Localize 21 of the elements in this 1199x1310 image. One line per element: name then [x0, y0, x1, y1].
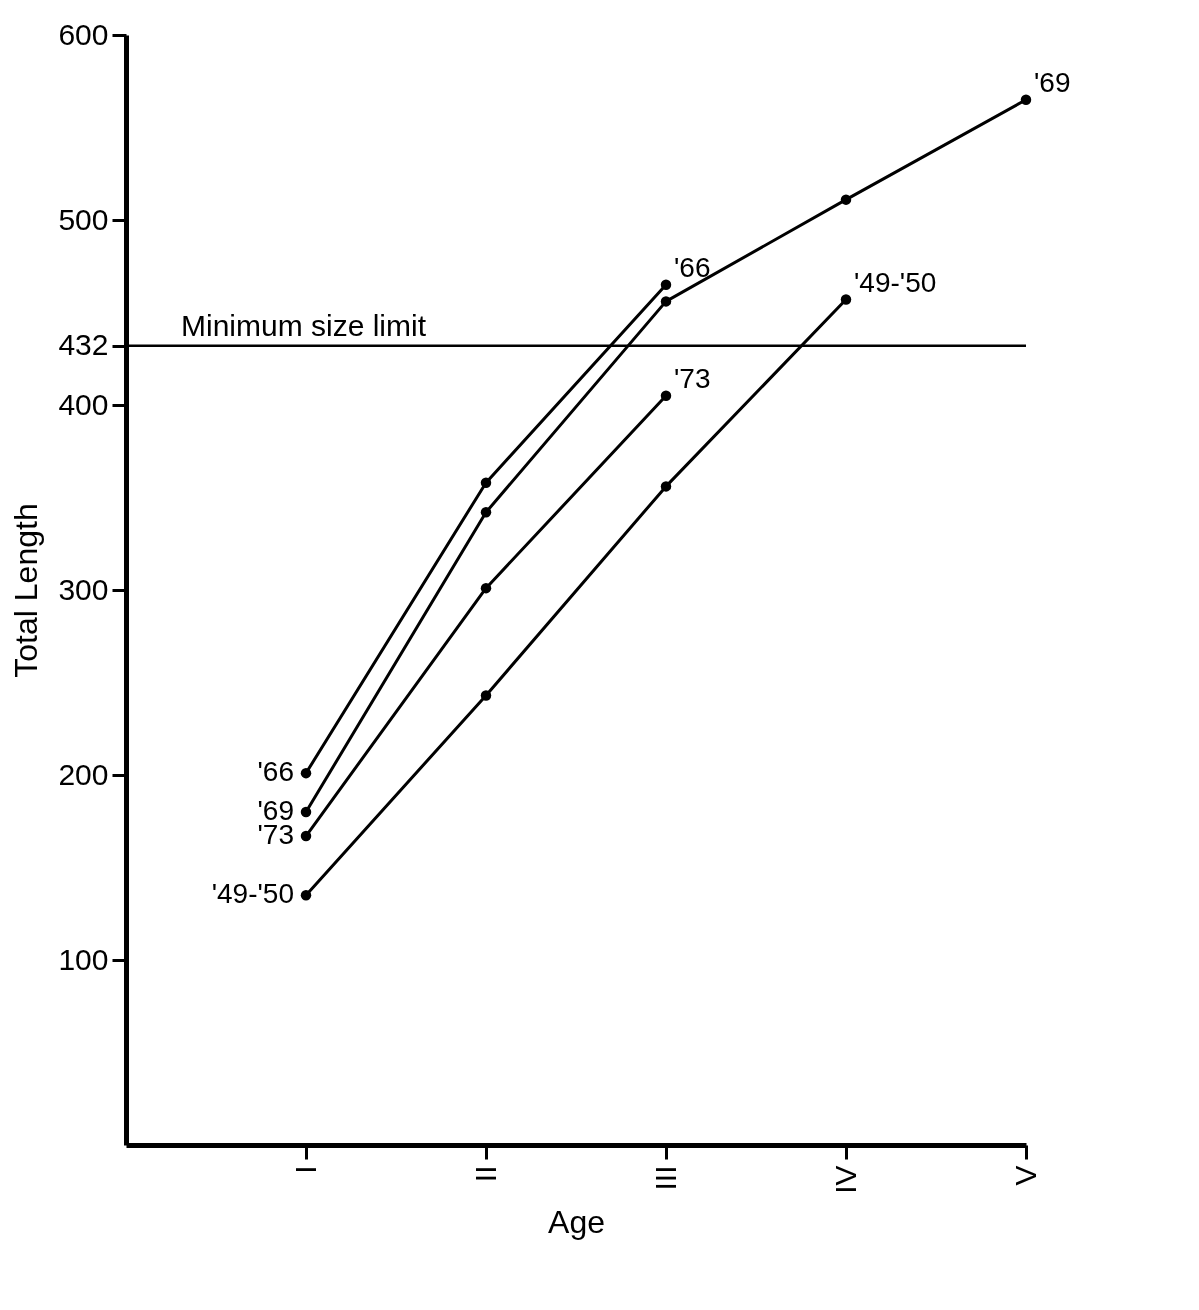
x-axis-title: Age: [548, 1203, 605, 1240]
series-label: '66: [674, 251, 711, 283]
series-label: '73: [674, 362, 711, 394]
y-tick-label: 500: [58, 202, 109, 236]
x-tick-label: II: [468, 1165, 502, 1183]
x-tick-label: V: [1008, 1165, 1042, 1186]
x-tick-label: III: [648, 1165, 682, 1191]
text: '49-'50: [211, 878, 294, 910]
y-tick-label: 300: [58, 572, 109, 606]
y-tick-label: 200: [58, 757, 109, 791]
y-tick-label: 100: [58, 942, 109, 976]
y-tick-label: 432: [58, 328, 109, 362]
y-tick-label: 600: [58, 17, 109, 51]
x-tick-label: IV: [828, 1165, 862, 1194]
y-axis-title: Total Length: [8, 503, 45, 678]
y-tick-label: 400: [58, 387, 109, 421]
x-tick-label: I: [288, 1165, 322, 1174]
ref-line-label: Minimum size limit: [181, 308, 427, 342]
text: '66: [257, 756, 294, 788]
series-label: '49-'50: [854, 266, 937, 298]
series-label: '69: [1034, 66, 1071, 98]
